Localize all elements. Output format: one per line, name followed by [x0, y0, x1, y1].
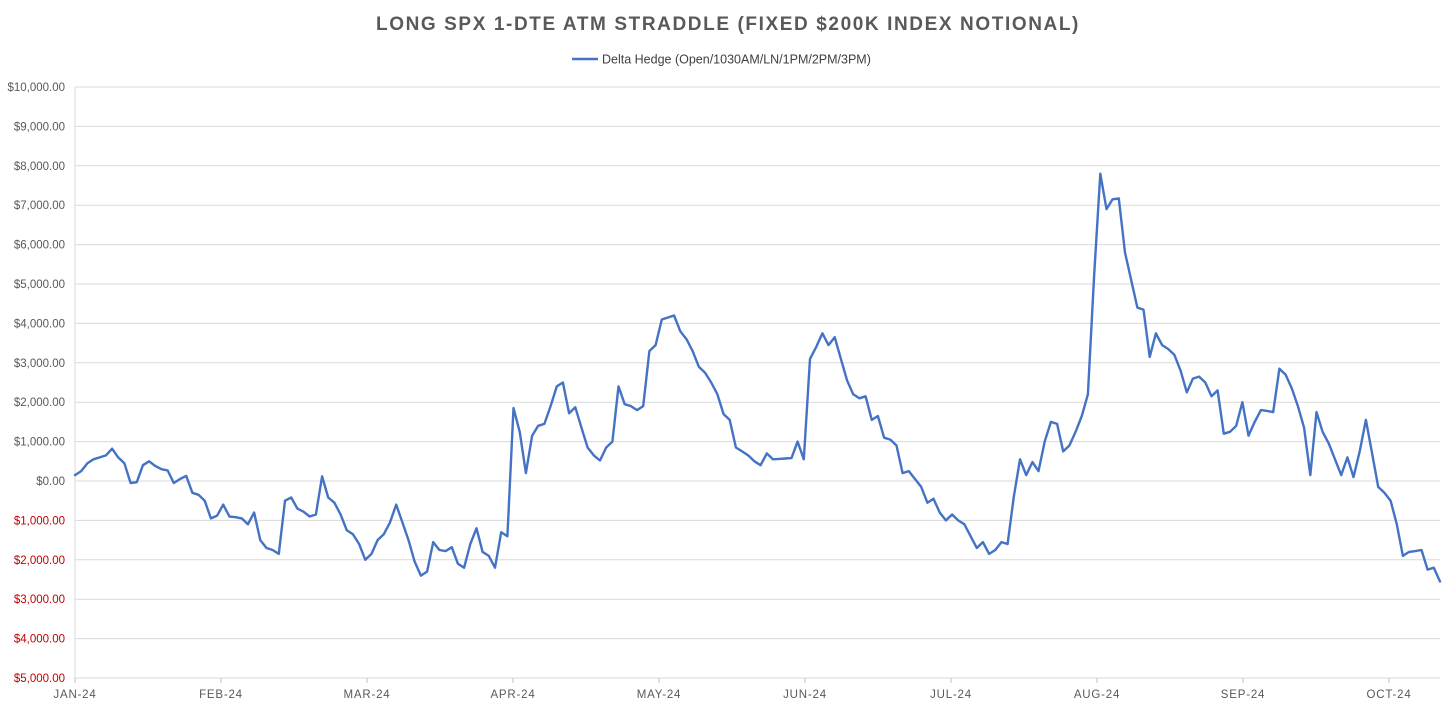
y-axis: $10,000.00 $9,000.00 $8,000.00 $7,000.00 $6,… — [7, 82, 76, 685]
legend-label: Delta Hedge (Open/1030AM/LN/1PM/2PM/3PM) — [602, 53, 871, 67]
x-tick-label: MAR-24 — [344, 689, 391, 701]
y-tick-label: $1,000.00 — [14, 437, 65, 449]
y-tick-label: $2,000.00 — [14, 397, 65, 409]
y-tick-label: $10,000.00 — [7, 82, 65, 94]
y-tick-label: $1,000.00 — [14, 515, 65, 527]
series-layer — [73, 172, 1442, 583]
x-tick-label: OCT-24 — [1366, 689, 1411, 701]
chart-title: LONG SPX 1-DTE ATM STRADDLE (FIXED $200K… — [376, 14, 1080, 35]
y-tick-label: $8,000.00 — [14, 161, 65, 173]
y-tick-label: $2,000.00 — [14, 555, 65, 567]
y-tick-label: $4,000.00 — [14, 634, 65, 646]
x-axis: JAN-24 FEB-24 MAR-24 APR-24 MAY-24 JUN-24 JUL-… — [53, 678, 1411, 701]
x-tick-label: SEP-24 — [1221, 689, 1265, 701]
x-tick-label: AUG-24 — [1074, 689, 1120, 701]
gridlines — [75, 86, 1440, 679]
legend: Delta Hedge (Open/1030AM/LN/1PM/2PM/3PM) — [572, 53, 871, 67]
y-tick-label: $9,000.00 — [14, 121, 65, 133]
y-tick-label: $5,000.00 — [14, 279, 65, 291]
x-tick-label: APR-24 — [490, 689, 535, 701]
x-tick-label: JUN-24 — [783, 689, 827, 701]
y-tick-label: $7,000.00 — [14, 200, 65, 212]
x-tick-label: JUL-24 — [930, 689, 972, 701]
y-tick-label: $3,000.00 — [14, 358, 65, 370]
y-tick-label: $3,000.00 — [14, 594, 65, 606]
x-tick-label: JAN-24 — [53, 689, 96, 701]
y-tick-label: $6,000.00 — [14, 240, 65, 252]
y-tick-label: $5,000.00 — [14, 673, 65, 685]
series-line-delta-hedge — [73, 172, 1442, 583]
x-tick-label: FEB-24 — [199, 689, 243, 701]
x-tick-label: MAY-24 — [637, 689, 681, 701]
y-tick-label: $4,000.00 — [14, 318, 65, 330]
y-tick-label: $0.00 — [36, 476, 65, 488]
